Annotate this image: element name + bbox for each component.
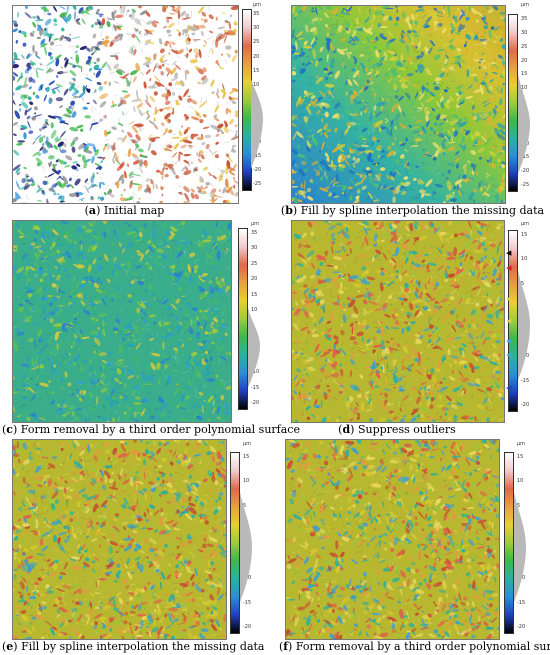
colorbar-tick-label: 20 [521, 57, 528, 64]
colorbar-tick-label: -15 [521, 154, 530, 161]
colorbar-tick-label: -10 [251, 369, 260, 376]
colorbar-tick-label: 15 [521, 232, 528, 238]
unit-label-e: µm [243, 441, 252, 447]
surface-map-c [13, 221, 231, 422]
colorbar-tick-label: 15 [243, 454, 250, 460]
colorbar-tick-label: 15 [251, 291, 258, 298]
colorbar-tick-label: 15 [253, 67, 260, 74]
colorbar-tick-label: 10 [243, 478, 250, 485]
map-d [291, 220, 505, 423]
colorbar-tick-label: 20 [253, 53, 260, 60]
outlier-marker-icon[interactable]: ◀ [506, 295, 512, 303]
colorbar-tick-label: -15 [243, 599, 252, 606]
caption-b: (b) Fill by spline interpolation the mis… [280, 204, 545, 217]
colorbar-tick-label: 15 [517, 454, 524, 460]
histogram-c [248, 308, 260, 388]
unit-label-b: µm [521, 2, 530, 8]
colorbar-tick-label: 5 [243, 502, 247, 509]
outlier-marker-icon[interactable]: ◀ [506, 249, 512, 257]
map-f [285, 439, 500, 640]
histogram-e [240, 492, 252, 602]
colorbar-tick-label: 10 [253, 81, 260, 88]
outlier-marker-icon[interactable]: ◀ [506, 317, 512, 325]
colorbar-d [508, 230, 518, 412]
surface-map-f [286, 440, 499, 639]
colorbar-tick-label: -15 [521, 377, 530, 384]
colorbar-tick-label: 5 [521, 280, 525, 287]
caption-f: (f) Form removal by a third order polyno… [279, 640, 550, 653]
colorbar-tick-label: 35 [253, 11, 260, 17]
surface-map-b [292, 6, 505, 203]
colorbar-tick-label: 30 [251, 245, 258, 252]
colorbar-tick-label: 35 [251, 230, 258, 236]
map-a [12, 5, 239, 204]
unit-label-f: µm [517, 441, 526, 447]
unit-label-a: µm [253, 2, 262, 8]
histogram-a [251, 79, 263, 169]
colorbar-tick-label: -15 [517, 599, 526, 606]
outlier-marker-icon[interactable]: ◀ [506, 384, 512, 392]
colorbar-e [230, 452, 240, 634]
colorbar-tick-label: 25 [251, 260, 258, 267]
map-b [291, 5, 506, 204]
colorbar-tick-label: 30 [253, 25, 260, 32]
colorbar-tick-label: 10 [521, 256, 528, 263]
colorbar-tick-label: -25 [521, 182, 530, 188]
caption-e: (e) Fill by spline interpolation the mis… [2, 640, 265, 653]
caption-c: (c) Form removal by a third order polyno… [2, 423, 300, 436]
outlier-marker-icon[interactable]: ◀ [506, 264, 512, 272]
outlier-marker-icon[interactable]: ◀ [506, 337, 512, 345]
colorbar-tick-label: 5 [517, 502, 521, 509]
colorbar-tick-label: -20 [253, 166, 262, 173]
colorbar-tick-label: 10 [521, 85, 528, 92]
caption-d: (d) Suppress outliers [338, 423, 456, 436]
colorbar-tick-label: -20 [251, 400, 260, 406]
outlier-marker-icon[interactable]: ◀ [506, 351, 512, 359]
map-c [12, 220, 232, 423]
unit-label-d: µm [521, 221, 530, 227]
colorbar-tick-label: -15 [253, 152, 262, 159]
colorbar-tick-label: 20 [251, 276, 258, 283]
histogram-b [518, 74, 530, 174]
colorbar-tick-label: 25 [521, 43, 528, 50]
colorbar-tick-label: -20 [521, 402, 530, 408]
colorbar-tick-label: 35 [521, 16, 528, 22]
colorbar-tick-label: -20 [243, 624, 252, 630]
colorbar-tick-label: 15 [521, 71, 528, 78]
colorbar-tick-label: -20 [517, 624, 526, 630]
unit-label-c: µm [251, 221, 260, 227]
colorbar-tick-label: -15 [251, 384, 260, 391]
colorbar-c [238, 228, 248, 410]
colorbar-tick-label: 25 [253, 39, 260, 46]
surface-map-e [13, 440, 226, 639]
map-e [12, 439, 227, 640]
surface-map-a [13, 6, 238, 203]
colorbar-f [504, 452, 514, 634]
surface-map-d [292, 221, 504, 422]
colorbar-tick-label: -20 [521, 168, 530, 175]
caption-a: (a) Initial map [84, 204, 165, 217]
histogram-d [518, 270, 530, 380]
colorbar-tick-label: 30 [521, 29, 528, 36]
colorbar-tick-label: 10 [517, 478, 524, 485]
colorbar-b [508, 14, 518, 192]
colorbar-tick-label: -25 [253, 181, 262, 187]
colorbar-tick-label: 10 [251, 307, 258, 314]
histogram-f [514, 492, 526, 602]
